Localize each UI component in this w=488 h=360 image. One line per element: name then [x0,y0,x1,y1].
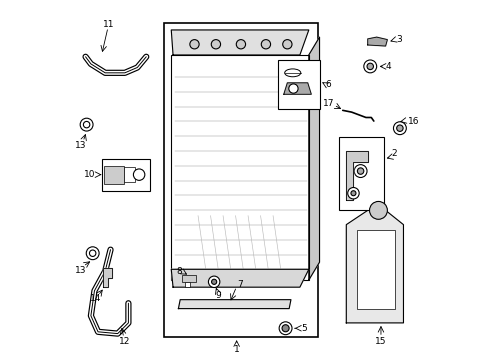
Text: 14: 14 [89,294,101,303]
Circle shape [211,279,216,284]
Bar [356,230,394,309]
Bar [124,167,135,182]
Text: 17: 17 [323,99,334,108]
Text: 15: 15 [374,337,386,346]
Bar [339,137,383,210]
Circle shape [282,40,291,49]
Circle shape [366,63,373,69]
Text: 5: 5 [301,324,306,333]
Text: 9: 9 [215,291,221,300]
Circle shape [369,202,386,219]
Polygon shape [346,152,367,200]
Circle shape [393,122,406,135]
Text: 13: 13 [75,266,86,275]
Polygon shape [171,269,308,287]
Polygon shape [346,210,403,323]
Circle shape [80,118,93,131]
Circle shape [347,188,358,199]
Bar [182,275,196,282]
Bar [102,158,149,191]
Polygon shape [171,30,308,55]
Polygon shape [308,37,319,280]
Circle shape [288,84,298,93]
Text: 7: 7 [237,280,243,289]
Bar [171,55,308,280]
Circle shape [396,125,402,131]
Polygon shape [283,83,311,94]
Polygon shape [367,37,386,46]
Bar [164,23,317,337]
Polygon shape [178,300,290,309]
Circle shape [208,276,220,288]
Bar [278,60,319,109]
Circle shape [261,40,270,49]
Text: 10: 10 [83,170,95,179]
Text: 13: 13 [75,141,86,150]
Circle shape [86,247,99,260]
Circle shape [357,168,363,174]
Circle shape [89,250,96,256]
Circle shape [279,322,291,335]
Bar [104,166,124,184]
Circle shape [282,325,288,332]
Text: 1: 1 [233,345,239,354]
Text: 2: 2 [391,149,397,158]
Circle shape [133,169,144,180]
Text: 11: 11 [103,20,114,29]
Circle shape [189,40,199,49]
Text: 8: 8 [176,267,182,276]
Text: 4: 4 [385,62,390,71]
Ellipse shape [284,69,300,77]
Text: 6: 6 [325,80,331,89]
Text: 4: 4 [374,167,380,176]
Text: 12: 12 [119,337,130,346]
Polygon shape [102,267,111,287]
Text: 16: 16 [407,117,419,126]
Circle shape [83,121,90,128]
Circle shape [236,40,245,49]
Text: 3: 3 [395,36,401,45]
Circle shape [363,60,376,73]
Circle shape [211,40,220,49]
Circle shape [353,165,366,177]
Circle shape [350,191,355,196]
Bar [184,282,190,287]
